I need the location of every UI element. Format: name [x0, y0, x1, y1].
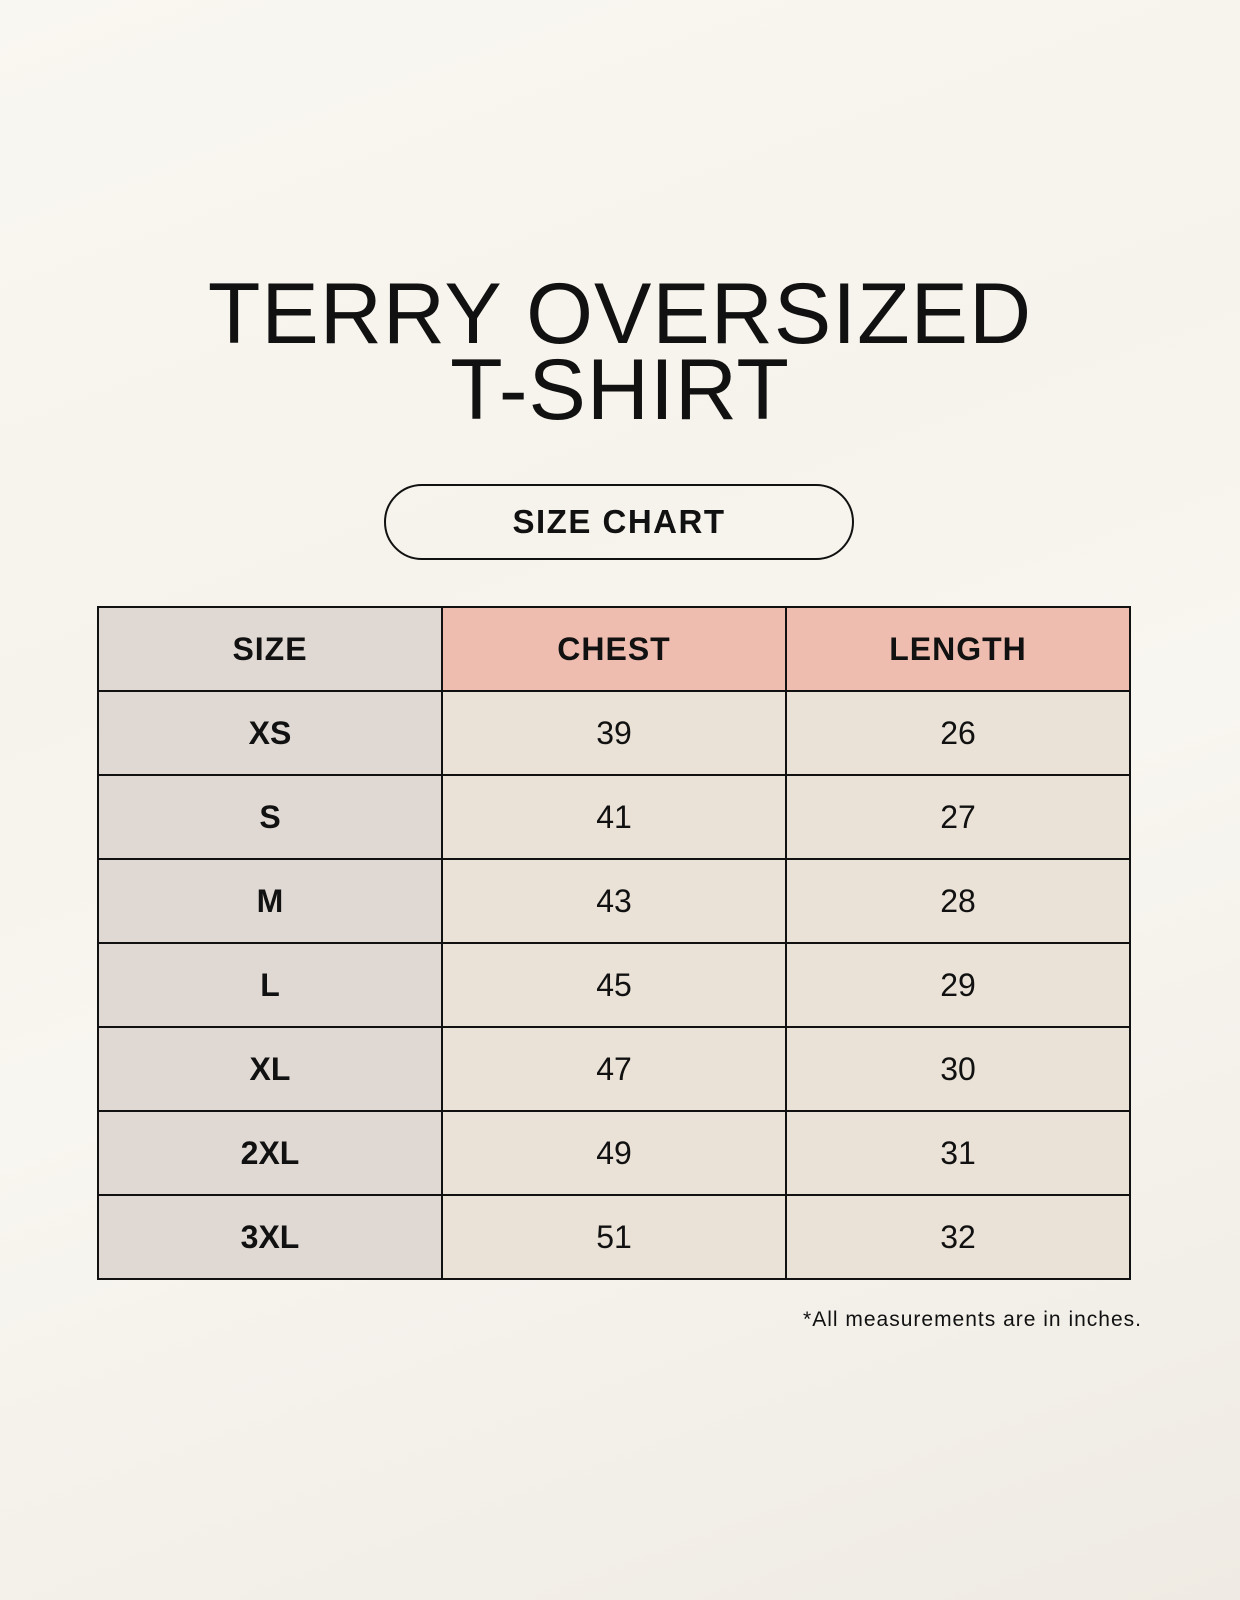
cell-chest: 51 [441, 1194, 787, 1280]
cell-size: S [97, 774, 443, 860]
footnote: *All measurements are in inches. [803, 1308, 1142, 1331]
header-length: LENGTH [785, 606, 1131, 692]
header-chest: CHEST [441, 606, 787, 692]
table-row: XL 47 30 [97, 1026, 1131, 1112]
table-header-row: SIZE CHEST LENGTH [97, 606, 1131, 692]
cell-size: M [97, 858, 443, 944]
cell-size: L [97, 942, 443, 1028]
cell-length: 28 [785, 858, 1131, 944]
table-row: XS 39 26 [97, 690, 1131, 776]
title-line-2: T-SHIRT [450, 342, 790, 438]
table-row: L 45 29 [97, 942, 1131, 1028]
cell-size: 3XL [97, 1194, 443, 1280]
cell-chest: 43 [441, 858, 787, 944]
table-row: 2XL 49 31 [97, 1110, 1131, 1196]
cell-length: 26 [785, 690, 1131, 776]
cell-size: XS [97, 690, 443, 776]
cell-chest: 39 [441, 690, 787, 776]
cell-chest: 45 [441, 942, 787, 1028]
cell-chest: 41 [441, 774, 787, 860]
cell-size: XL [97, 1026, 443, 1112]
cell-length: 29 [785, 942, 1131, 1028]
size-chart-badge: SIZE CHART [384, 484, 854, 560]
cell-length: 30 [785, 1026, 1131, 1112]
title-line-1: TERRY OVERSIZED [207, 266, 1033, 362]
header-size: SIZE [97, 606, 443, 692]
cell-length: 32 [785, 1194, 1131, 1280]
cell-size: 2XL [97, 1110, 443, 1196]
cell-length: 31 [785, 1110, 1131, 1196]
cell-chest: 49 [441, 1110, 787, 1196]
table-row: M 43 28 [97, 858, 1131, 944]
table-row: 3XL 51 32 [97, 1194, 1131, 1280]
page-title: TERRY OVERSIZED T-SHIRT [0, 266, 1240, 438]
table-row: S 41 27 [97, 774, 1131, 860]
cell-length: 27 [785, 774, 1131, 860]
cell-chest: 47 [441, 1026, 787, 1112]
size-chart-table: SIZE CHEST LENGTH XS 39 26 S 41 27 M 43 28 L 45 29 X… [97, 606, 1131, 1280]
